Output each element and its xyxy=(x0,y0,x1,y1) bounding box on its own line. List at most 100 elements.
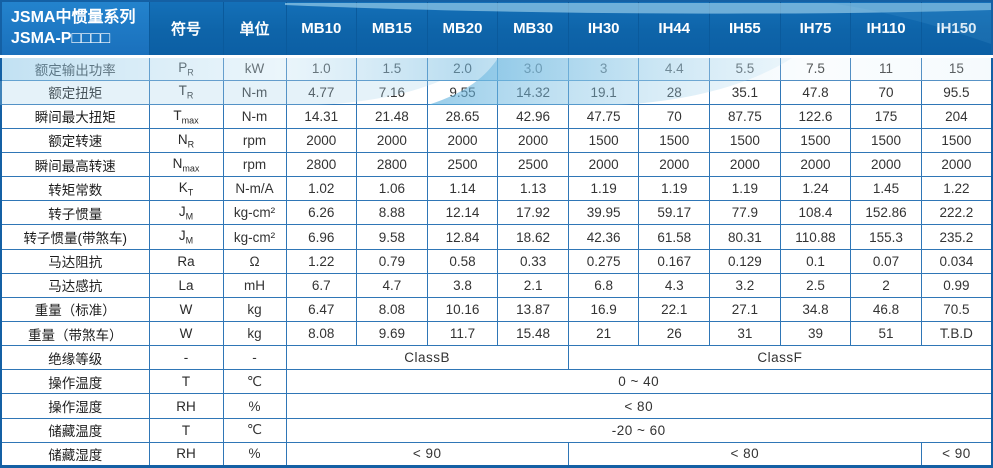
spec-value-mb10: 1.02 xyxy=(285,176,358,202)
spec-value-ih55: 87.75 xyxy=(709,103,781,129)
spec-value-ih44: 70 xyxy=(638,103,711,129)
model-header-ih75: IH75 xyxy=(779,0,852,58)
spec-value-mb15: 7.16 xyxy=(356,79,428,105)
symbol-subscript: R xyxy=(186,91,194,102)
model-header-ih110: IH110 xyxy=(850,0,922,58)
row-label: 马达阻抗 xyxy=(0,248,150,274)
spec-value-ih55: 0.129 xyxy=(709,248,781,274)
row-unit: % xyxy=(222,441,287,468)
spec-value-ih150: 204 xyxy=(920,103,993,129)
spec-value-mb30: 1.13 xyxy=(497,176,569,202)
spec-value-mb30: 2.1 xyxy=(497,272,569,298)
spec-value-mb15: 1.06 xyxy=(356,176,428,202)
spec-value-ih30: 39.95 xyxy=(567,200,640,226)
spec-value-mb20: 12.14 xyxy=(426,200,499,226)
spec-value-ih55: 3.2 xyxy=(709,272,781,298)
spec-value-ih150: 0.034 xyxy=(920,248,993,274)
spec-value-ih150: 1500 xyxy=(920,127,993,154)
spec-table-body: 额定输出功率 PR kW 1.0 1.5 2.0 3.0 3 4.4 5.5 7.5 11 15 额定扭矩… xyxy=(0,55,993,468)
spec-value-ih55: 27.1 xyxy=(709,296,781,323)
spec-value-mb15: 2000 xyxy=(356,127,428,154)
symbol-base: K xyxy=(178,179,188,195)
symbol-base: N xyxy=(172,155,183,171)
row-unit: kg-cm² xyxy=(222,200,287,226)
spec-value-ih30: 19.1 xyxy=(567,79,640,105)
row-symbol: TR xyxy=(148,79,224,105)
row-symbol: PR xyxy=(148,55,224,81)
symbol-base: J xyxy=(178,228,186,244)
row-symbol: T xyxy=(148,369,224,395)
spec-value-ih55: 35.1 xyxy=(709,79,781,105)
spec-value-ih44: 2000 xyxy=(638,152,711,178)
row-unit: rpm xyxy=(222,127,287,154)
spec-value-mb30: 14.32 xyxy=(497,79,569,105)
spec-value-ih150: 2000 xyxy=(920,152,993,178)
spec-value-ih75: 47.8 xyxy=(779,79,852,105)
row-unit: N-m xyxy=(222,103,287,129)
spec-value-ih30: 16.9 xyxy=(567,296,640,323)
symbol-subscript: max xyxy=(182,163,200,174)
row-label: 额定扭矩 xyxy=(0,79,150,105)
spec-table-header: JSMA中惯量系列 JSMA-P□□□□ 符号 单位 MB10 MB15 MB20 MB30 I… xyxy=(0,0,993,58)
spec-row: 额定转速 NR rpm 2000 2000 2000 2000 1500 1500 1500 150… xyxy=(0,127,993,154)
symbol-base: T xyxy=(178,83,187,99)
spec-value-mb15: 8.88 xyxy=(356,200,428,226)
spec-row-merged: 绝缘等级 - - ClassB ClassF xyxy=(0,345,993,371)
spec-value-ih110: 155.3 xyxy=(850,224,922,250)
spec-value-ih30: 21 xyxy=(567,321,640,347)
spec-value-mb10: 6.96 xyxy=(285,224,358,250)
row-label: 操作湿度 xyxy=(0,393,150,419)
symbol-column-header: 符号 xyxy=(148,0,224,58)
row-label: 瞬间最高转速 xyxy=(0,152,150,178)
spec-value-ih30: 6.8 xyxy=(567,272,640,298)
spec-value-ih75: 110.88 xyxy=(779,224,852,250)
spec-value-ih75: 39 xyxy=(779,321,852,347)
spec-value-ih55: 77.9 xyxy=(709,200,781,226)
spec-value-ih55: 1500 xyxy=(709,127,781,154)
spec-value-ih44: 4.4 xyxy=(638,55,711,81)
spec-value-ih150: T.B.D xyxy=(920,321,993,347)
spec-value-mb20: 10.16 xyxy=(426,296,499,323)
symbol-subscript: R xyxy=(187,139,195,150)
spec-value-mb30: 17.92 xyxy=(497,200,569,226)
spec-value-mb30: 3.0 xyxy=(497,55,569,81)
row-unit: mH xyxy=(222,272,287,298)
row-symbol: RH xyxy=(148,393,224,419)
spec-value-ih30: 0.275 xyxy=(567,248,640,274)
spec-value-mb10: 2800 xyxy=(285,152,358,178)
spec-row: 瞬间最高转速 Nmax rpm 2800 2800 2500 2500 2000 2000 200… xyxy=(0,152,993,178)
spec-row: 额定输出功率 PR kW 1.0 1.5 2.0 3.0 3 4.4 5.5 7.5 11 15 xyxy=(0,55,993,81)
spec-value-ih150: 15 xyxy=(920,55,993,81)
header-row: JSMA中惯量系列 JSMA-P□□□□ 符号 单位 MB10 MB15 MB20 MB30 I… xyxy=(0,0,993,58)
spec-value-ih44: 1500 xyxy=(638,127,711,154)
spec-value-mb30: 15.48 xyxy=(497,321,569,347)
spec-value-ih150: 95.5 xyxy=(920,79,993,105)
unit-column-header: 单位 xyxy=(222,0,287,58)
spec-value-mb30: 2500 xyxy=(497,152,569,178)
spec-value-mb10: 8.08 xyxy=(285,321,358,347)
spec-value-ih44: 22.1 xyxy=(638,296,711,323)
spec-row: 转子惯量 JM kg-cm² 6.26 8.88 12.14 17.92 39.95 59.17… xyxy=(0,200,993,226)
spec-value-mb15: 21.48 xyxy=(356,103,428,129)
spec-value-mb30: 2000 xyxy=(497,127,569,154)
symbol-base: J xyxy=(178,204,186,220)
symbol-base: P xyxy=(178,59,188,75)
model-header-ih150: IH150 xyxy=(920,0,993,58)
row-label: 储藏温度 xyxy=(0,417,150,443)
row-symbol: NR xyxy=(148,127,224,154)
row-symbol: W xyxy=(148,296,224,323)
spec-value-ih110: 70 xyxy=(850,79,922,105)
row-unit: % xyxy=(222,393,287,419)
row-symbol: W xyxy=(148,321,224,347)
spec-value-ih55: 31 xyxy=(709,321,781,347)
spec-value-mb30: 18.62 xyxy=(497,224,569,250)
symbol-base: La xyxy=(178,277,194,293)
spec-value-ih44: 4.3 xyxy=(638,272,711,298)
spec-value-ih150: 0.99 xyxy=(920,272,993,298)
spec-value-mb15: 1.5 xyxy=(356,55,428,81)
spec-value-ih75: 7.5 xyxy=(779,55,852,81)
row-unit: kg-cm² xyxy=(222,224,287,250)
spec-value-ih44: 59.17 xyxy=(638,200,711,226)
